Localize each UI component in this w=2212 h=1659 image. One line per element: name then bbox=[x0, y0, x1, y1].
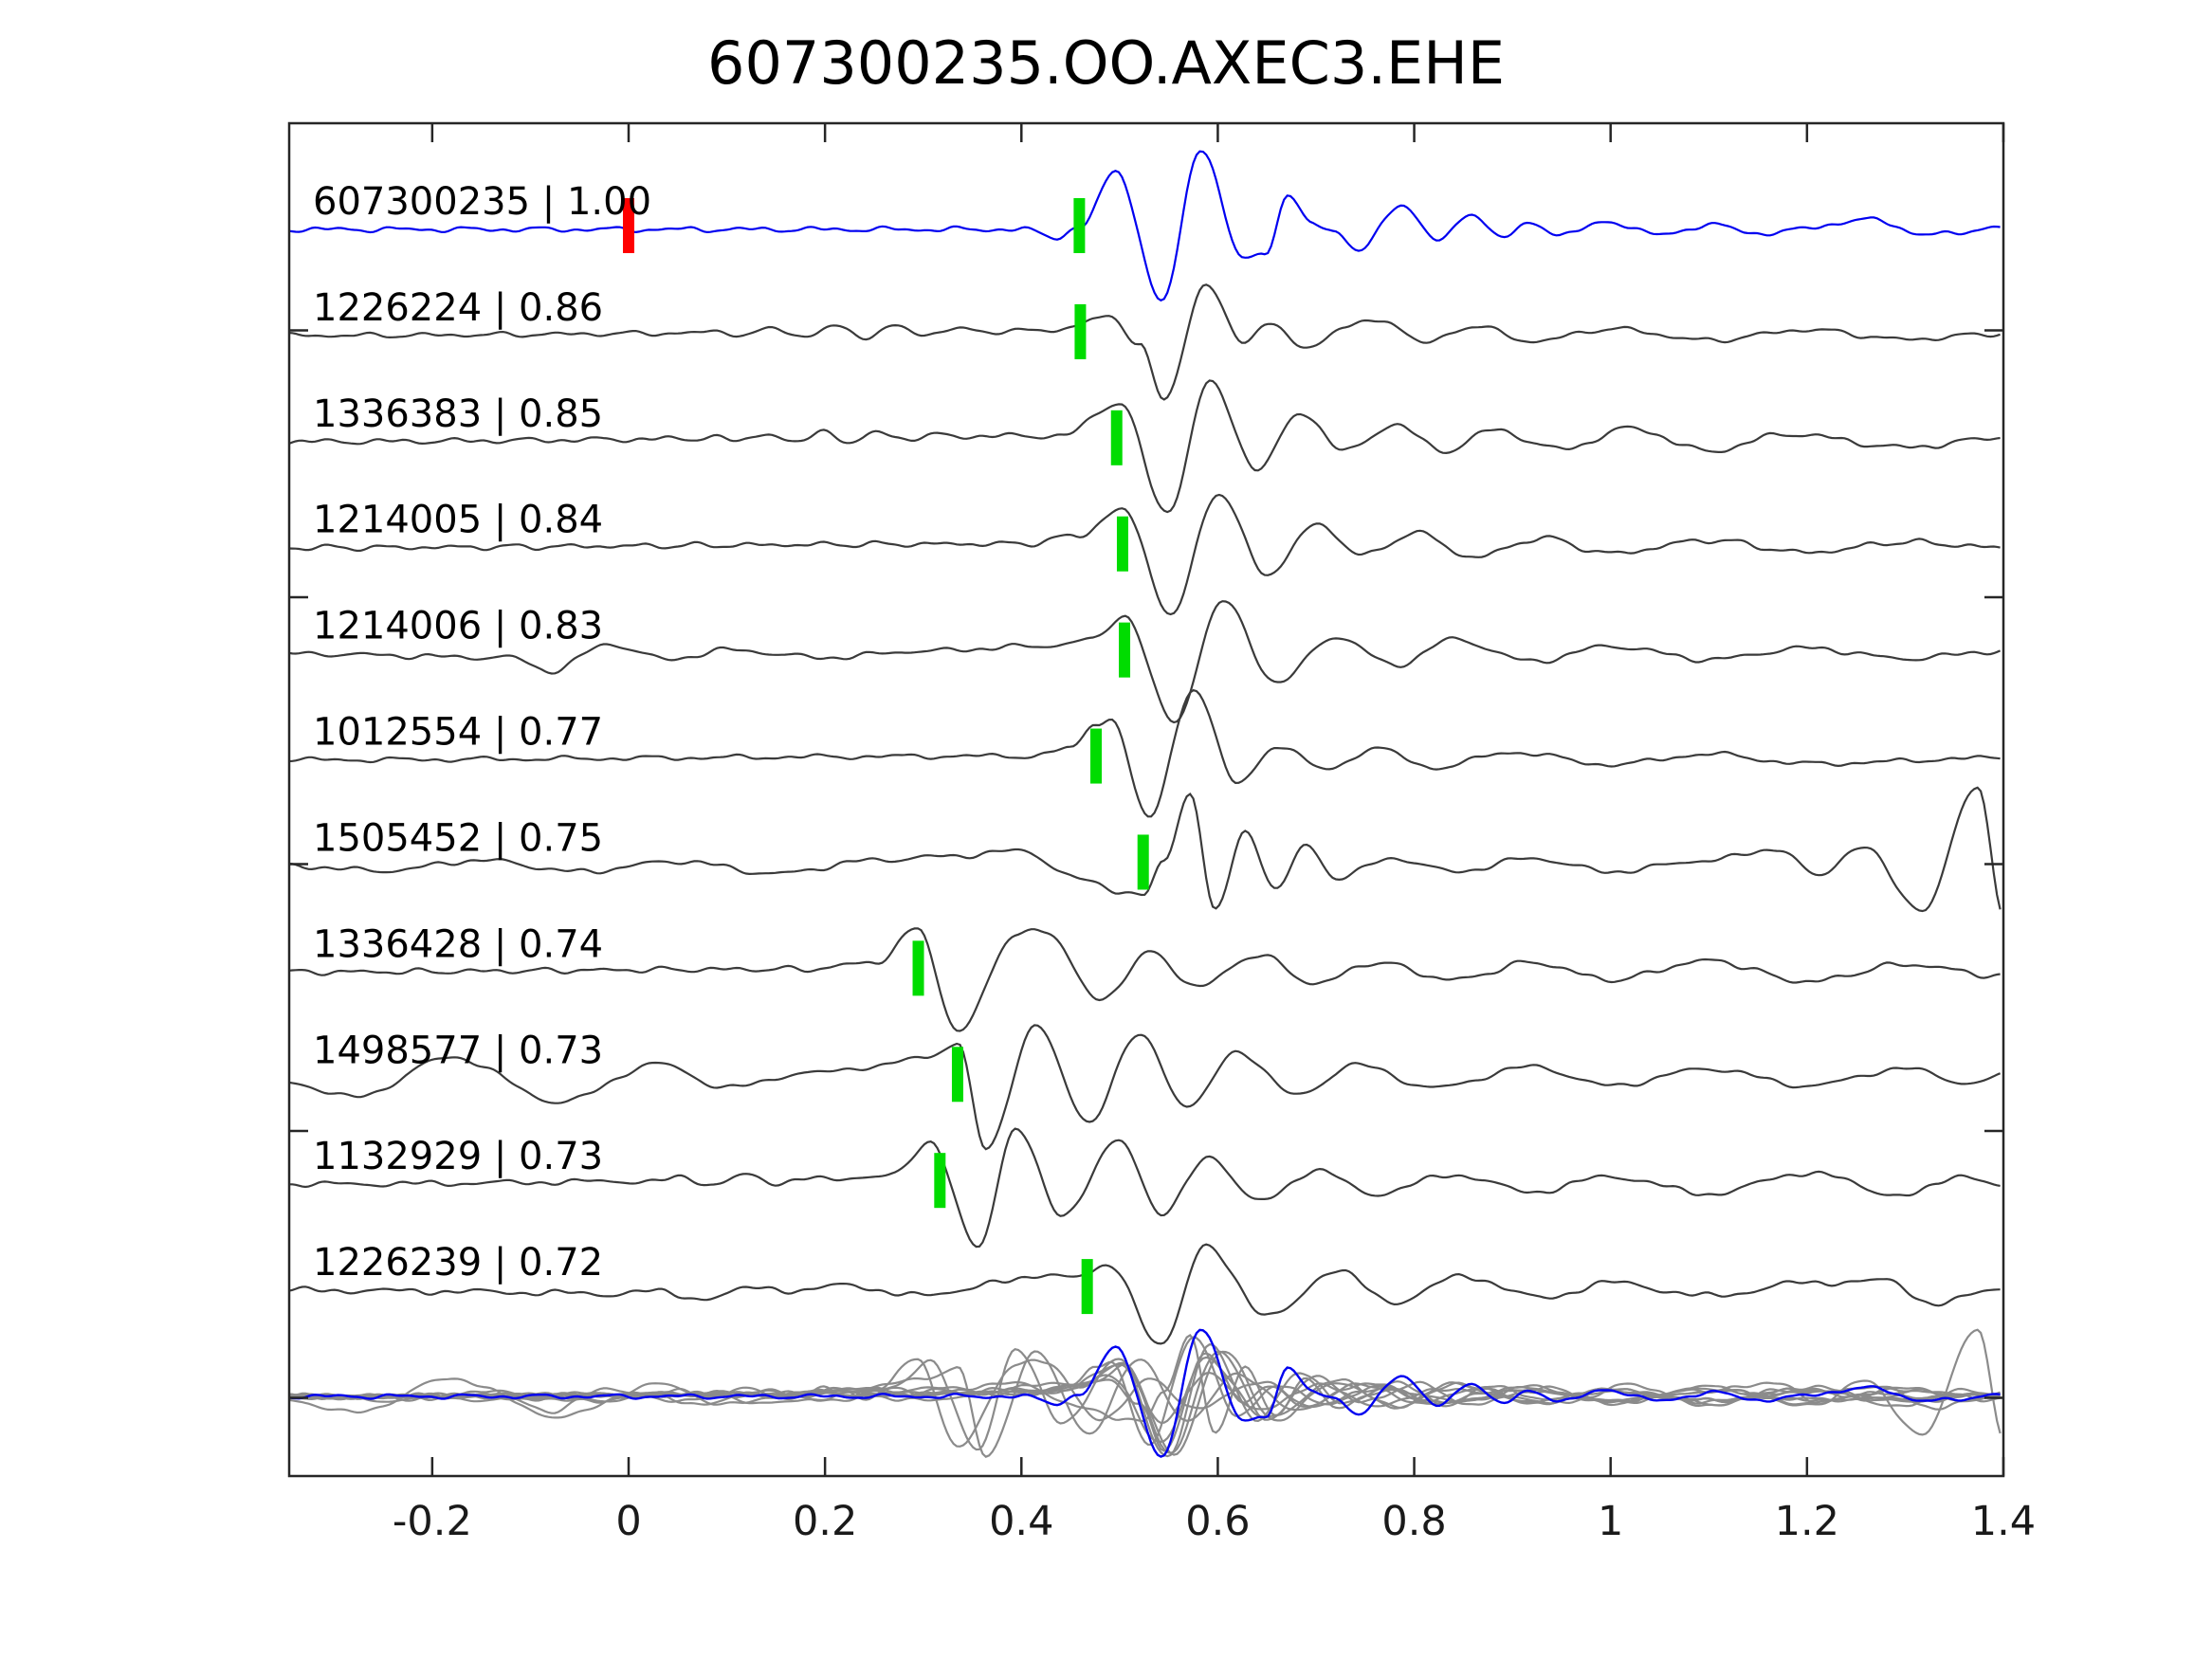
trace-label-1012554: 1012554 | 0.77 bbox=[313, 711, 603, 755]
trace-label-1336383: 1336383 | 0.85 bbox=[313, 392, 603, 436]
trace-label-1505452: 1505452 | 0.75 bbox=[313, 816, 603, 860]
waveform-trace-1505452 bbox=[289, 786, 2002, 913]
x-tick-label: 0.6 bbox=[1185, 1498, 1250, 1545]
x-tick-label: 0.4 bbox=[989, 1498, 1053, 1545]
x-tick-label: 1.2 bbox=[1775, 1498, 1839, 1545]
pick-marker-1214005 bbox=[1116, 516, 1128, 572]
pick-marker-1214006 bbox=[1119, 622, 1131, 678]
plot-border bbox=[287, 121, 2005, 1478]
waveform-trace-1226224 bbox=[289, 283, 2001, 401]
waveform-trace-1214005 bbox=[289, 493, 2001, 616]
x-tick-label: 0.2 bbox=[793, 1498, 857, 1545]
waveform-trace-1214006 bbox=[289, 600, 2002, 724]
trace-label-1226224: 1226224 | 0.86 bbox=[313, 286, 603, 330]
trace-label-1336428: 1336428 | 0.74 bbox=[313, 922, 603, 966]
detection-time-marker bbox=[623, 198, 634, 253]
pick-marker-1226239 bbox=[1081, 1259, 1093, 1315]
pick-marker-1498577 bbox=[951, 1047, 963, 1103]
waveform-trace-1132929 bbox=[289, 1127, 2001, 1249]
x-tick-label: -0.2 bbox=[393, 1498, 472, 1545]
waveform-trace-1012554 bbox=[289, 688, 2001, 818]
trace-label-1214005: 1214005 | 0.84 bbox=[313, 499, 603, 542]
pick-marker-1012554 bbox=[1089, 728, 1102, 784]
waveform-trace-1336383 bbox=[289, 379, 2001, 514]
trace-label-1226239: 1226239 | 0.72 bbox=[313, 1241, 603, 1285]
x-tick-label: 0 bbox=[615, 1498, 641, 1545]
waveform-trace-1226239 bbox=[289, 1243, 2001, 1345]
trace-label-1132929: 1132929 | 0.73 bbox=[313, 1135, 603, 1178]
pick-marker-1336428 bbox=[912, 940, 924, 996]
overlay-trace-1226239 bbox=[289, 1356, 2001, 1444]
x-tick-label: 1 bbox=[1598, 1498, 1623, 1545]
pick-marker-1336383 bbox=[1110, 410, 1123, 465]
trace-label-1214006: 1214006 | 0.83 bbox=[313, 605, 603, 648]
overlay-trace-1214005 bbox=[289, 1350, 2001, 1454]
waveform-trace-1336428 bbox=[289, 927, 2001, 1032]
x-tick-label: 0.8 bbox=[1381, 1498, 1446, 1545]
pick-marker-1505452 bbox=[1137, 834, 1149, 890]
trace-label-1498577: 1498577 | 0.73 bbox=[313, 1029, 603, 1072]
overlay-template-trace bbox=[289, 1328, 2001, 1458]
chart-title: 607300235.OO.AXEC3.EHE bbox=[707, 28, 1505, 98]
waveform-trace-1498577 bbox=[289, 1024, 2002, 1151]
pick-marker-1226224 bbox=[1074, 303, 1087, 359]
trace-label-607300235: 607300235 | 1.00 bbox=[313, 180, 651, 224]
pick-marker-607300235 bbox=[1073, 198, 1086, 253]
overlay-trace-1132929 bbox=[289, 1348, 2001, 1451]
pick-marker-1132929 bbox=[934, 1153, 946, 1209]
x-tick-label: 1.4 bbox=[1971, 1498, 2036, 1545]
waveform-trace-607300235 bbox=[289, 150, 2001, 302]
